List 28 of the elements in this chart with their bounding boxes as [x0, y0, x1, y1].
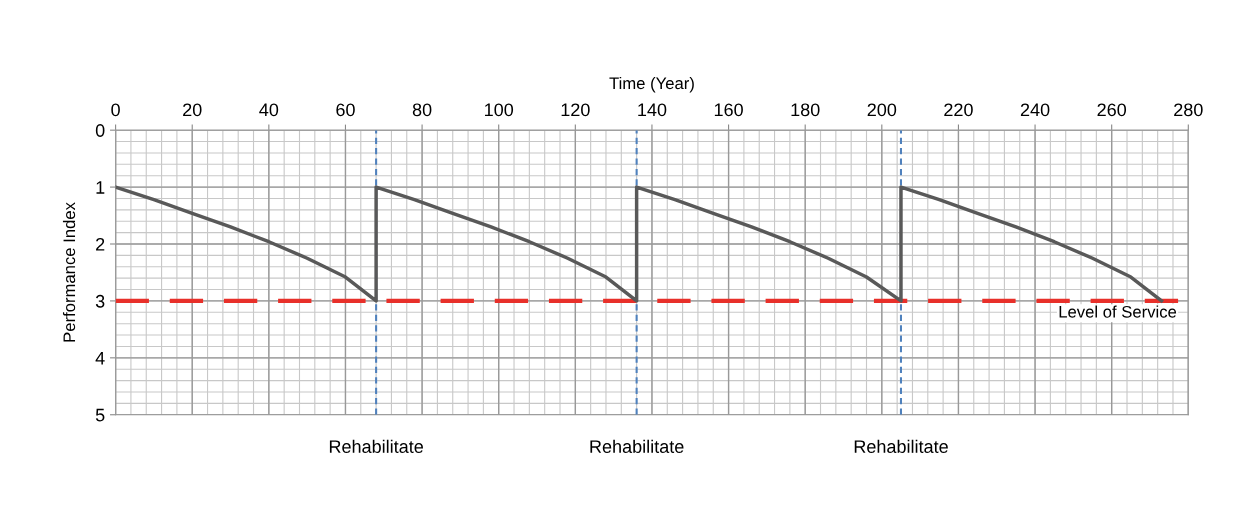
- x-tick-label: 120: [561, 103, 590, 117]
- ref-line-label: Level of Service: [1059, 305, 1177, 318]
- ref-line-label: Rehabilitate: [854, 439, 948, 454]
- x-tick-label: 280: [1174, 103, 1203, 117]
- x-tick-label: 220: [944, 103, 973, 117]
- y-axis-title: Performance Index: [62, 202, 76, 342]
- y-tick-label: 0: [95, 124, 105, 137]
- y-tick-label: 4: [95, 351, 105, 365]
- x-tick-label: 100: [485, 103, 514, 117]
- x-tick-label: 40: [259, 103, 279, 117]
- y-tick-label: 2: [96, 237, 105, 251]
- x-tick-label: 140: [638, 103, 667, 117]
- x-axis-title: Time (Year): [609, 76, 694, 93]
- x-tick-label: 200: [867, 103, 897, 117]
- y-tick-label: 5: [95, 408, 105, 422]
- x-tick-label: 240: [1020, 103, 1050, 117]
- ref-line-label: Rehabilitate: [590, 439, 684, 454]
- x-tick-label: 80: [412, 103, 432, 117]
- x-tick-label: 180: [791, 103, 820, 117]
- line-series: [115, 185, 1164, 303]
- x-tick-label: 0: [111, 103, 120, 117]
- y-tick-label: 3: [95, 294, 105, 308]
- x-tick-label: 160: [714, 103, 743, 117]
- ref-line-label: Rehabilitate: [329, 439, 423, 454]
- y-tick-label: 1: [96, 181, 105, 194]
- x-tick-label: 260: [1097, 103, 1127, 117]
- x-tick-label: 20: [183, 103, 202, 117]
- x-tick-label: 60: [336, 103, 355, 117]
